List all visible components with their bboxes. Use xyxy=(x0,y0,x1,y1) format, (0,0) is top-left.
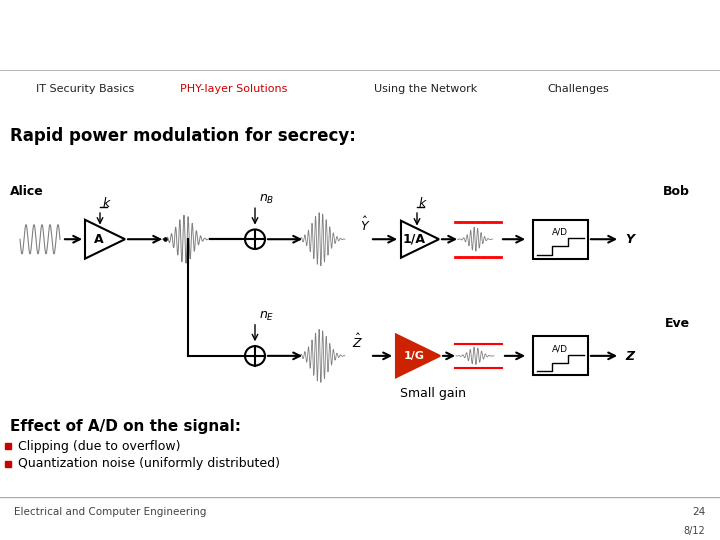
Text: Eve: Eve xyxy=(665,316,690,330)
Text: $n_B$: $n_B$ xyxy=(259,193,274,206)
Text: $\hat{Z}$: $\hat{Z}$ xyxy=(352,333,363,351)
Text: UMass Amherst: UMass Amherst xyxy=(14,19,236,44)
Polygon shape xyxy=(85,220,125,259)
Bar xyxy=(533,336,588,375)
Text: $n_E$: $n_E$ xyxy=(259,310,274,323)
Text: Y: Y xyxy=(625,233,634,246)
Text: Z: Z xyxy=(625,350,634,363)
Text: Alice: Alice xyxy=(10,185,44,199)
Text: Bob: Bob xyxy=(663,185,690,199)
Text: A/D: A/D xyxy=(552,344,568,353)
Text: 1/G: 1/G xyxy=(403,351,425,361)
Text: A/D: A/D xyxy=(552,227,568,237)
Text: Challenges: Challenges xyxy=(547,84,609,94)
Text: PHY-layer Solutions: PHY-layer Solutions xyxy=(180,84,287,94)
Bar xyxy=(533,220,588,259)
Text: 1/A: 1/A xyxy=(402,233,426,246)
Text: Small gain: Small gain xyxy=(400,387,466,400)
Text: Using the Network: Using the Network xyxy=(374,84,477,94)
Text: Quantization noise (uniformly distributed): Quantization noise (uniformly distribute… xyxy=(18,457,280,470)
Text: Clipping (due to overflow): Clipping (due to overflow) xyxy=(18,440,181,453)
Text: A: A xyxy=(94,233,103,246)
Text: $\hat{Y}$: $\hat{Y}$ xyxy=(360,217,371,234)
Text: 8/12: 8/12 xyxy=(684,526,706,536)
Text: 24: 24 xyxy=(693,507,706,517)
Text: $k$: $k$ xyxy=(102,196,112,210)
Polygon shape xyxy=(396,334,440,377)
Text: Rapid power modulation for secrecy:: Rapid power modulation for secrecy: xyxy=(10,127,356,145)
Text: $k$: $k$ xyxy=(418,196,428,210)
Text: Electrical and Computer Engineering: Electrical and Computer Engineering xyxy=(14,507,207,517)
Text: IT Security Basics: IT Security Basics xyxy=(36,84,134,94)
Text: Effect of A/D on the signal:: Effect of A/D on the signal: xyxy=(10,419,241,434)
Polygon shape xyxy=(401,221,439,258)
